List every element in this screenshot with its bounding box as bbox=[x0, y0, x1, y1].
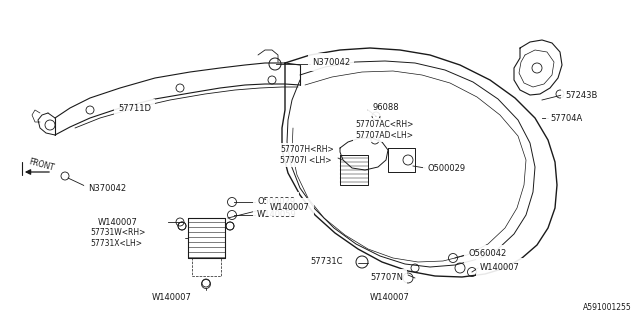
Text: N370042: N370042 bbox=[312, 58, 350, 67]
Text: 57704A: 57704A bbox=[550, 114, 582, 123]
Text: FRONT: FRONT bbox=[28, 157, 56, 173]
Text: 96088: 96088 bbox=[372, 102, 399, 111]
Text: A591001255: A591001255 bbox=[583, 303, 632, 312]
Text: 57707H<RH>
57707I <LH>: 57707H<RH> 57707I <LH> bbox=[280, 145, 333, 165]
Text: 57243B: 57243B bbox=[565, 91, 597, 100]
Text: W140007: W140007 bbox=[270, 203, 310, 212]
Text: 57707N: 57707N bbox=[370, 274, 403, 283]
Text: O500029: O500029 bbox=[427, 164, 465, 172]
Text: W140059: W140059 bbox=[257, 210, 297, 219]
Text: O500029: O500029 bbox=[257, 196, 295, 205]
Text: W140007: W140007 bbox=[370, 292, 410, 301]
Text: W140007: W140007 bbox=[98, 218, 138, 227]
Text: 57707AC<RH>
57707AD<LH>: 57707AC<RH> 57707AD<LH> bbox=[355, 120, 413, 140]
Text: W140007: W140007 bbox=[480, 262, 520, 271]
Text: W140007: W140007 bbox=[152, 293, 192, 302]
Text: N370042: N370042 bbox=[88, 183, 126, 193]
Text: 57731W<RH>
57731X<LH>: 57731W<RH> 57731X<LH> bbox=[90, 228, 145, 248]
Text: 57711D: 57711D bbox=[118, 103, 151, 113]
Text: 57731C: 57731C bbox=[310, 258, 342, 267]
Text: O560042: O560042 bbox=[468, 250, 506, 259]
